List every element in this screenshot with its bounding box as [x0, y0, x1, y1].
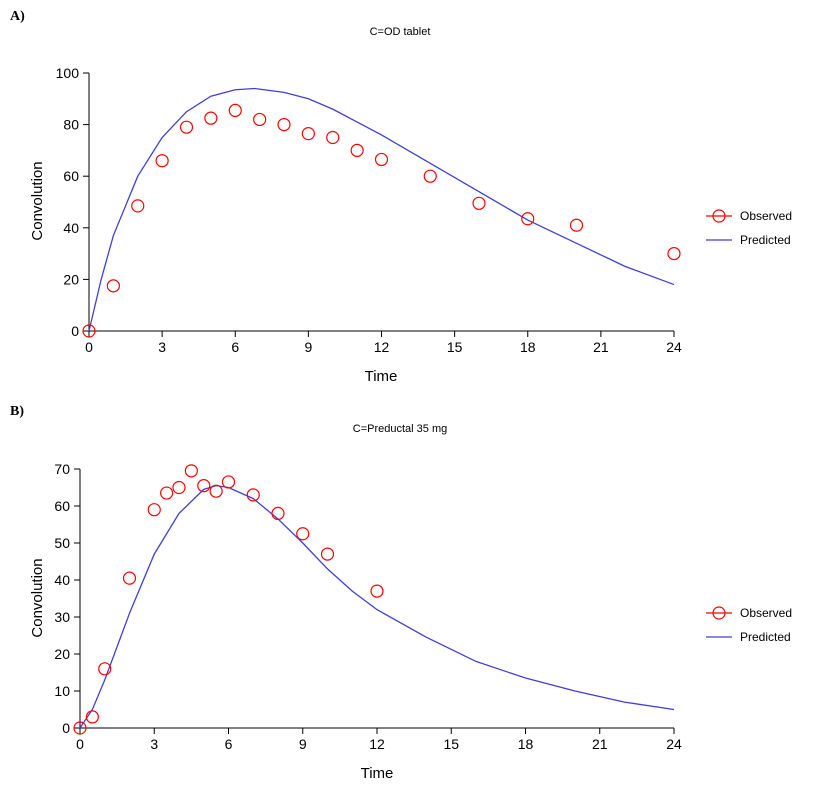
- panel-b-observed-point: [184, 464, 198, 478]
- panel-a-observed-point: [155, 154, 169, 168]
- panel-b-observed-point: [197, 479, 211, 493]
- panel-b-observed-point: [160, 486, 174, 500]
- panel-b-y-tick-label: 20: [54, 646, 70, 662]
- panel-b-observed-point: [209, 484, 223, 498]
- panel-a-observed-point: [521, 212, 535, 226]
- panel-b-legend-observed-marker: [712, 606, 726, 620]
- panel-a-observed-point: [179, 120, 194, 134]
- panel-b-observed-point: [320, 547, 335, 561]
- panel-a-observed-point: [131, 199, 145, 213]
- panel-b-title: C=Preductal 35 mg: [353, 423, 447, 435]
- panel-a-x-tick-label: 12: [374, 339, 390, 355]
- panel-a-observed-point: [569, 218, 584, 232]
- panel-b-x-tick-label: 21: [592, 736, 608, 752]
- panel-b-y-tick-label: 50: [54, 535, 70, 551]
- panel-a-y-tick-label: 100: [56, 65, 80, 81]
- panel-b-y-tick-label: 70: [54, 461, 70, 477]
- panel-a-x-tick-label: 6: [231, 339, 239, 355]
- panel-b-plot-area: 0 3 6 9 12 15 18 21 24 0 10 20 30 40 50 60 70: [54, 461, 682, 752]
- panel-a-legend: Observed Predicted: [706, 209, 792, 247]
- panel-a-observed-point: [350, 143, 364, 157]
- panel-a-observed-point: [204, 111, 218, 125]
- panel-a-x-tick-label: 24: [666, 339, 682, 355]
- panel-b-legend-observed-label: Observed: [740, 606, 792, 620]
- panel-b-x-tick-label: 18: [518, 736, 534, 752]
- panel-a-y-tick-label: 60: [63, 168, 79, 184]
- panel-b-y-tick-label: 40: [54, 572, 70, 588]
- panel-b-observed-point: [73, 721, 87, 735]
- panel-a-observed-point: [326, 130, 340, 145]
- panel-b-x-tick-label: 12: [369, 736, 385, 752]
- panel-a-y-tick-label: 80: [63, 117, 79, 133]
- panel-b-observed-point: [246, 488, 260, 502]
- panel-b-ylabel: Convolution: [29, 558, 46, 637]
- panel-b-xlabel: Time: [361, 765, 394, 782]
- panel-b-x-tick-label: 0: [76, 736, 84, 752]
- panel-b-x-tick-label: 3: [150, 736, 158, 752]
- panel-b-x-tick-label: 15: [443, 736, 459, 752]
- panel-b-x-tick-label: 6: [225, 736, 233, 752]
- panel-b-y-tick-label: 10: [54, 683, 70, 699]
- panel-b-observed-point: [85, 710, 99, 724]
- panel-a-plot-area: 0 3 6 9 12 15 18 21 24 0 20 40 60 80 100: [56, 65, 682, 355]
- panel-a-label: A): [10, 9, 25, 24]
- panel-a-x-tick-label: 0: [85, 339, 93, 355]
- panel-a-xlabel: Time: [365, 368, 398, 385]
- panel-b-x-tick-label: 9: [299, 736, 307, 752]
- panel-a-title: C=OD tablet: [370, 26, 431, 38]
- panel-a-legend-observed-marker: [712, 209, 726, 223]
- panel-b-y-tick-label: 60: [54, 498, 70, 514]
- panel-a-observed-point: [472, 196, 486, 210]
- panel-b-observed-point: [370, 584, 384, 598]
- panel-a-x-tick-label: 3: [158, 339, 166, 355]
- panel-b-observed-point: [271, 506, 285, 521]
- panel-a-observed-point: [106, 279, 120, 293]
- panel-a-ylabel: Convolution: [29, 161, 46, 240]
- panel-b-y-tick-label: 30: [54, 609, 70, 625]
- panel-b-legend: Observed Predicted: [706, 606, 792, 644]
- panel-a-observed-point: [374, 152, 389, 167]
- panel-a-predicted-line: [88, 87, 675, 332]
- panel-a-observed-point: [423, 169, 437, 183]
- panel-b-observed-point: [98, 662, 112, 676]
- panel-a-legend-observed-label: Observed: [740, 209, 792, 223]
- panel-a-observed-point: [667, 247, 681, 261]
- panel-a-y-tick-label: 40: [63, 220, 79, 236]
- panel-b-y-tick-label: 0: [62, 720, 70, 736]
- panel-b-label: B): [10, 404, 24, 419]
- panel-b-observed-point: [147, 503, 161, 517]
- panel-b-predicted-line: [79, 484, 675, 729]
- panel-b-observed-point: [296, 527, 310, 541]
- panel-b-observed-point: [122, 571, 137, 585]
- panel-b-observed-point: [172, 480, 186, 495]
- panel-a-x-tick-label: 15: [447, 339, 463, 355]
- panel-a-observed-point: [301, 127, 315, 141]
- panel-a-x-tick-label: 21: [593, 339, 609, 355]
- panel-b-x-tick-label: 24: [666, 736, 682, 752]
- panel-a-observed-point: [253, 112, 267, 127]
- panel-a-x-tick-label: 9: [304, 339, 312, 355]
- panel-b-legend-predicted-label: Predicted: [740, 630, 791, 644]
- panel-a-observed-point: [277, 117, 291, 132]
- panel-a-y-tick-label: 20: [63, 271, 79, 287]
- panel-a-observed-point: [82, 324, 96, 338]
- panel-a-observed-point: [228, 103, 242, 118]
- panel-a-x-tick-label: 18: [520, 339, 536, 355]
- panel-b-observed-point: [221, 475, 236, 489]
- panel-a-legend-predicted-label: Predicted: [740, 233, 791, 247]
- panel-a-y-tick-label: 0: [71, 323, 79, 339]
